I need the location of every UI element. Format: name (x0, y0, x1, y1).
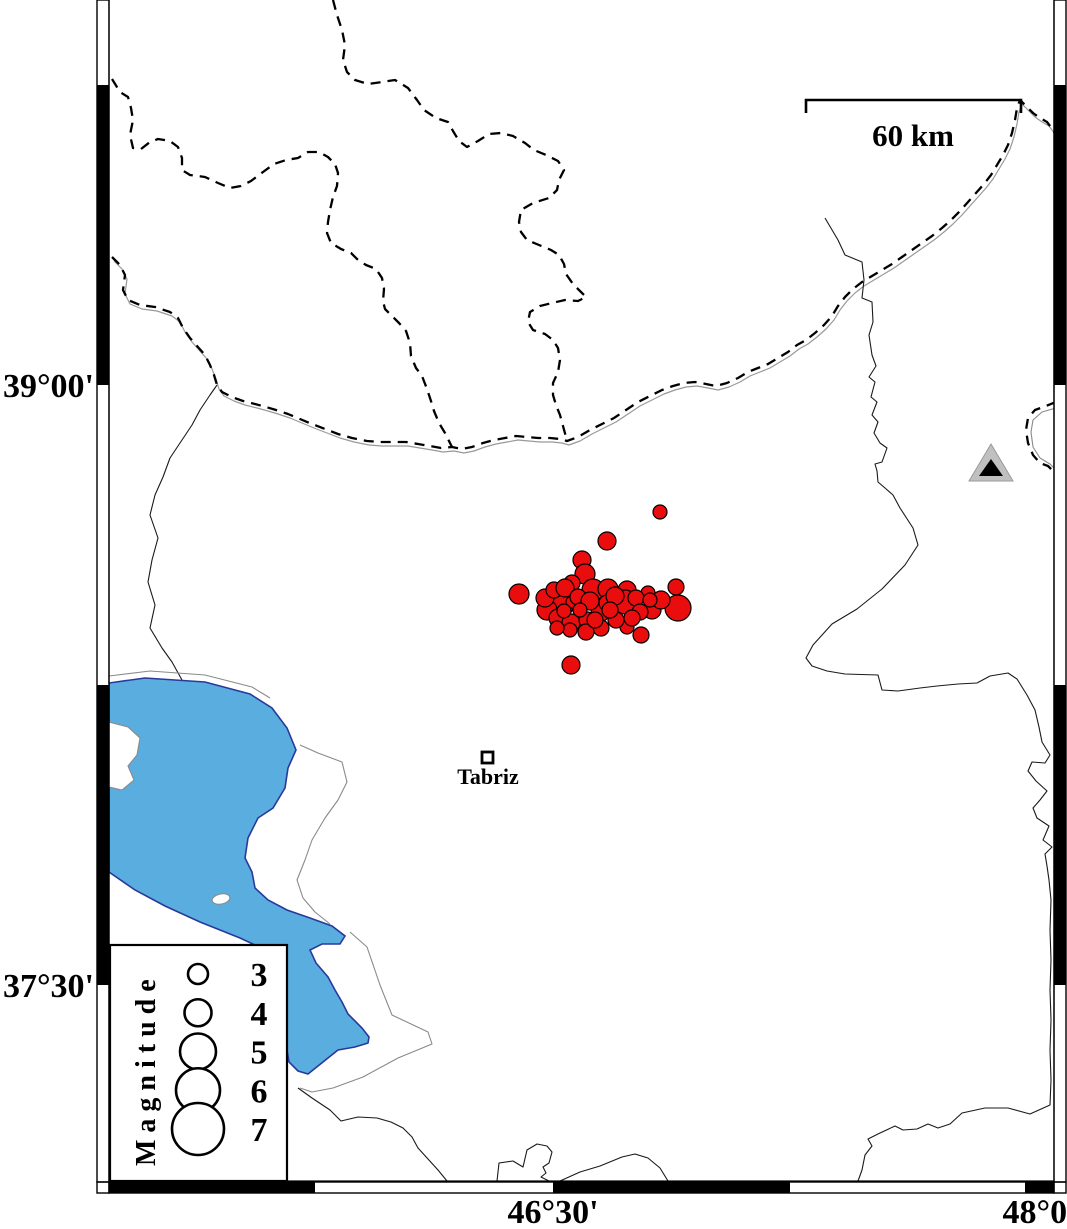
epicenter-dot (555, 578, 575, 598)
legend-label-m3: 3 (251, 957, 268, 994)
epicenter-dot (652, 504, 668, 520)
legend-label-m6: 6 (251, 1073, 268, 1110)
legend-title: Magnitude (131, 972, 162, 1166)
epicenter-dot (597, 531, 617, 551)
epicenter-dot (623, 609, 641, 627)
epicenter-dot (632, 626, 650, 644)
lake-bay (109, 721, 141, 791)
epicenter-dot (556, 603, 572, 619)
scale-bar-label: 60 km (872, 118, 954, 153)
lat-label-39: 39°00' (3, 368, 94, 405)
lon-label-46-30: 46°30' (507, 1194, 598, 1229)
legend-label-m5: 5 (251, 1035, 268, 1072)
map-frame (96, 0, 1067, 1194)
legend-circle-m7 (170, 1101, 226, 1157)
epicenter-dot (572, 602, 588, 618)
lat-label-37-30: 37°30' (3, 968, 94, 1005)
legend-circle-m4 (183, 997, 213, 1028)
epicenter-cluster (508, 504, 692, 675)
river-line (113, 103, 1054, 469)
lake-urmia (109, 670, 433, 1093)
epicenter-dot (549, 620, 565, 636)
city-square-icon (480, 750, 495, 765)
international-border (111, 0, 1054, 475)
epicenter-dot (642, 592, 658, 608)
axis-labels: 39°00' 37°30' 46°30' 48°00' (3, 368, 1067, 1229)
epicenter-dot (601, 601, 619, 619)
legend-circle-m5 (178, 1032, 218, 1071)
legend-label-m4: 4 (251, 996, 268, 1033)
station-triangle-icon (968, 443, 1014, 482)
epicenter-dot (508, 583, 530, 605)
epicenter-dot (586, 611, 604, 629)
epicenter-dot (577, 623, 595, 641)
epicenter-dot (562, 622, 578, 638)
lon-label-48-00: 48°00' (1002, 1194, 1067, 1229)
epicenter-dot (667, 578, 685, 596)
city-marker-tabriz: Tabriz (457, 750, 519, 789)
city-label: Tabriz (457, 764, 519, 789)
epicenter-dot (561, 655, 581, 675)
legend-label-m7: 7 (251, 1112, 268, 1149)
lake-island (211, 893, 231, 905)
scale-bar: 60 km (804, 98, 1023, 153)
legend-circle-m3 (186, 962, 210, 986)
province-border (147, 217, 1053, 1181)
